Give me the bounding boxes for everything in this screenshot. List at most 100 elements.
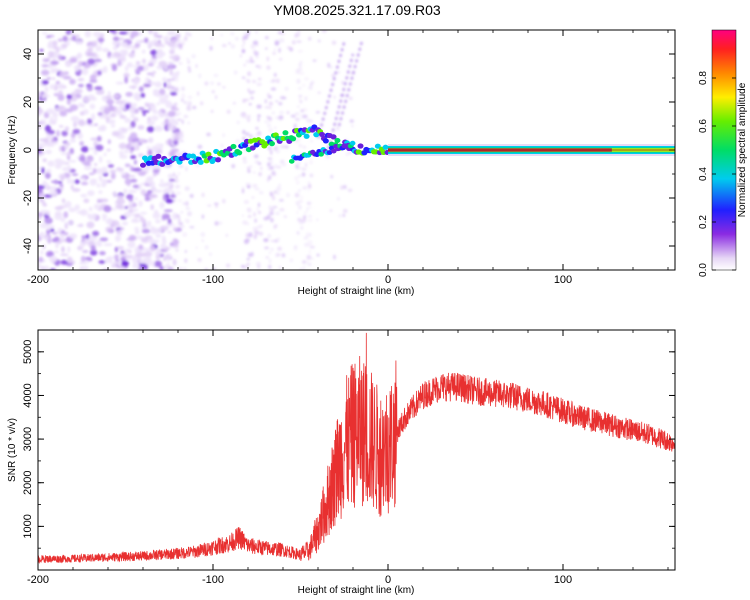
noise-speck: [162, 193, 167, 202]
trace-point: [330, 148, 337, 154]
noise-speck: [124, 65, 129, 72]
noise-speck: [210, 81, 214, 86]
noise-speck: [187, 95, 193, 100]
noise-speck: [120, 250, 125, 254]
noise-speck: [242, 98, 247, 103]
noise-speck: [228, 42, 231, 45]
noise-speck: [296, 30, 301, 33]
noise-speck: [175, 130, 179, 136]
noise-speck: [259, 224, 263, 227]
x-tick-label: 100: [554, 574, 572, 586]
noise-speck: [255, 44, 259, 47]
noise-speck: [336, 126, 340, 131]
noise-speck: [333, 95, 336, 99]
noise-speck: [42, 32, 48, 35]
noise-speck: [44, 86, 49, 93]
noise-speck: [128, 52, 135, 58]
noise-speck: [146, 120, 156, 126]
noise-speck: [41, 167, 45, 174]
noise-speck: [269, 191, 273, 197]
noise-speck: [39, 231, 46, 239]
y-tick-label: 4000: [22, 383, 34, 407]
noise-speck: [178, 217, 181, 223]
noise-speck: [44, 217, 53, 225]
noise-speck: [294, 192, 300, 198]
noise-speck: [138, 138, 146, 143]
noise-speck: [297, 87, 302, 90]
noise-speck: [42, 58, 50, 63]
noise-speck: [128, 189, 137, 194]
noise-speck: [61, 245, 65, 253]
noise-speck: [159, 201, 165, 209]
noise-speck: [172, 172, 176, 178]
noise-speck: [210, 109, 214, 113]
noise-speck: [308, 232, 312, 237]
noise-speck: [112, 45, 118, 51]
y-tick-label: 5000: [22, 340, 34, 364]
noise-speck: [256, 207, 259, 211]
noise-speck: [63, 203, 68, 209]
colorbar-ticks: 0.0 0.2 0.4 0.6 0.8: [698, 71, 736, 277]
noise-speck: [300, 195, 304, 199]
noise-speck: [294, 112, 299, 115]
noise-speck: [195, 63, 198, 69]
noise-speck: [337, 71, 340, 74]
noise-speck: [204, 245, 209, 250]
noise-speck: [83, 163, 92, 167]
noise-speck: [154, 227, 163, 233]
y-tick-label: 0: [22, 147, 34, 153]
noise-speck: [160, 44, 165, 48]
noise-speck: [175, 57, 179, 61]
noise-speck: [66, 256, 73, 264]
noise-speck: [304, 96, 308, 101]
noise-speck: [53, 250, 59, 254]
trace-point: [330, 134, 337, 140]
noise-speck: [142, 58, 146, 64]
noise-speck: [179, 130, 184, 136]
noise-speck: [342, 208, 348, 214]
noise-speck: [112, 40, 119, 46]
noise-speck: [66, 165, 72, 172]
noise-speck: [243, 239, 250, 245]
noise-speck: [267, 233, 272, 239]
noise-speck: [230, 44, 236, 49]
noise-speck: [55, 242, 59, 249]
noise-speck: [264, 246, 269, 250]
noise-speck: [191, 53, 196, 59]
noise-speck: [77, 60, 82, 68]
noise-speck: [245, 132, 250, 136]
noise-speck: [111, 124, 116, 128]
noise-speck: [181, 86, 185, 92]
noise-speck: [133, 208, 139, 212]
noise-speck: [249, 165, 253, 169]
noise-speck: [247, 166, 250, 171]
noise-speck: [38, 125, 42, 130]
noise-speck: [110, 112, 117, 118]
noise-speck: [56, 210, 62, 218]
noise-speck: [182, 202, 186, 205]
noise-speck: [74, 204, 80, 211]
noise-speck: [338, 213, 342, 218]
trace-point: [382, 144, 389, 150]
noise-speck: [297, 137, 301, 143]
noise-speck: [188, 69, 192, 73]
noise-speck: [180, 98, 184, 102]
noise-speck: [270, 87, 277, 91]
noise-speck: [80, 177, 86, 180]
noise-speck: [263, 216, 269, 221]
noise-speck: [298, 174, 302, 178]
noise-speck: [106, 148, 111, 152]
colorbar-tick-label: 0.4: [698, 167, 709, 181]
noise-speck: [148, 30, 153, 35]
noise-speck: [245, 182, 251, 186]
noise-speck: [138, 244, 144, 250]
noise-speck: [39, 119, 47, 126]
noise-speck: [92, 230, 100, 237]
noise-speck: [41, 64, 49, 68]
noise-speck: [58, 105, 65, 110]
noise-speck: [273, 48, 277, 51]
noise-speck: [175, 179, 180, 182]
noise-speck: [175, 33, 181, 39]
noise-speck: [154, 81, 163, 88]
noise-speck: [232, 102, 236, 105]
